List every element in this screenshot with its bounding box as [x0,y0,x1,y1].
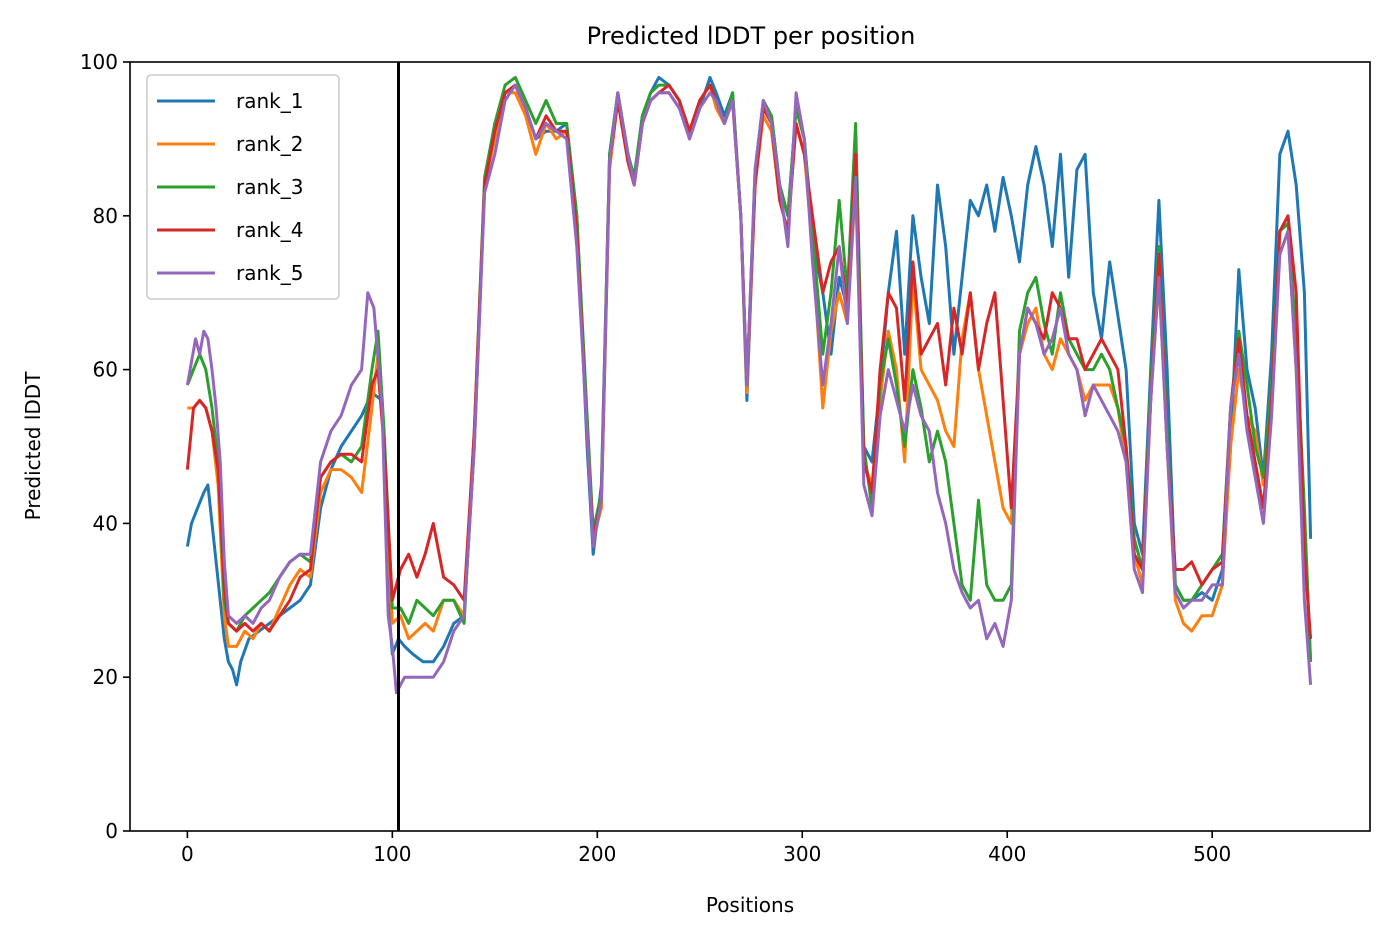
plot-lines [185,75,1313,695]
x-tick-label: 100 [373,842,411,866]
x-axis-label: Positions [706,893,794,917]
x-tick-label: 500 [1193,842,1231,866]
y-tick-label: 40 [93,511,118,535]
plot-frame [129,61,1371,832]
y-axis: 0 20 40 60 80 100 [80,50,130,843]
y-tick-label: 20 [93,665,118,689]
legend-label-rank_2: rank_2 [236,132,303,156]
y-tick-label: 100 [80,50,118,74]
y-axis-label: Predicted lDDT [21,371,45,521]
legend-label-rank_1: rank_1 [236,89,303,113]
legend-label-rank_4: rank_4 [236,218,303,242]
x-tick-label: 400 [988,842,1026,866]
y-tick-label: 60 [93,358,118,382]
x-tick-label: 300 [783,842,821,866]
y-tick-label: 80 [93,204,118,228]
legend-box [146,74,340,300]
y-tick-label: 0 [105,819,118,843]
x-tick-label: 200 [578,842,616,866]
x-tick-label: 0 [181,842,194,866]
legend: rank_1 rank_2 rank_3 rank_4 rank_5 [146,74,340,300]
legend-label-rank_5: rank_5 [236,261,303,285]
series-line-rank_5 [185,83,1313,695]
x-axis: 0 100 200 300 400 500 [181,831,1231,866]
chart-title: Predicted lDDT per position [587,22,916,50]
legend-label-rank_3: rank_3 [236,175,303,199]
